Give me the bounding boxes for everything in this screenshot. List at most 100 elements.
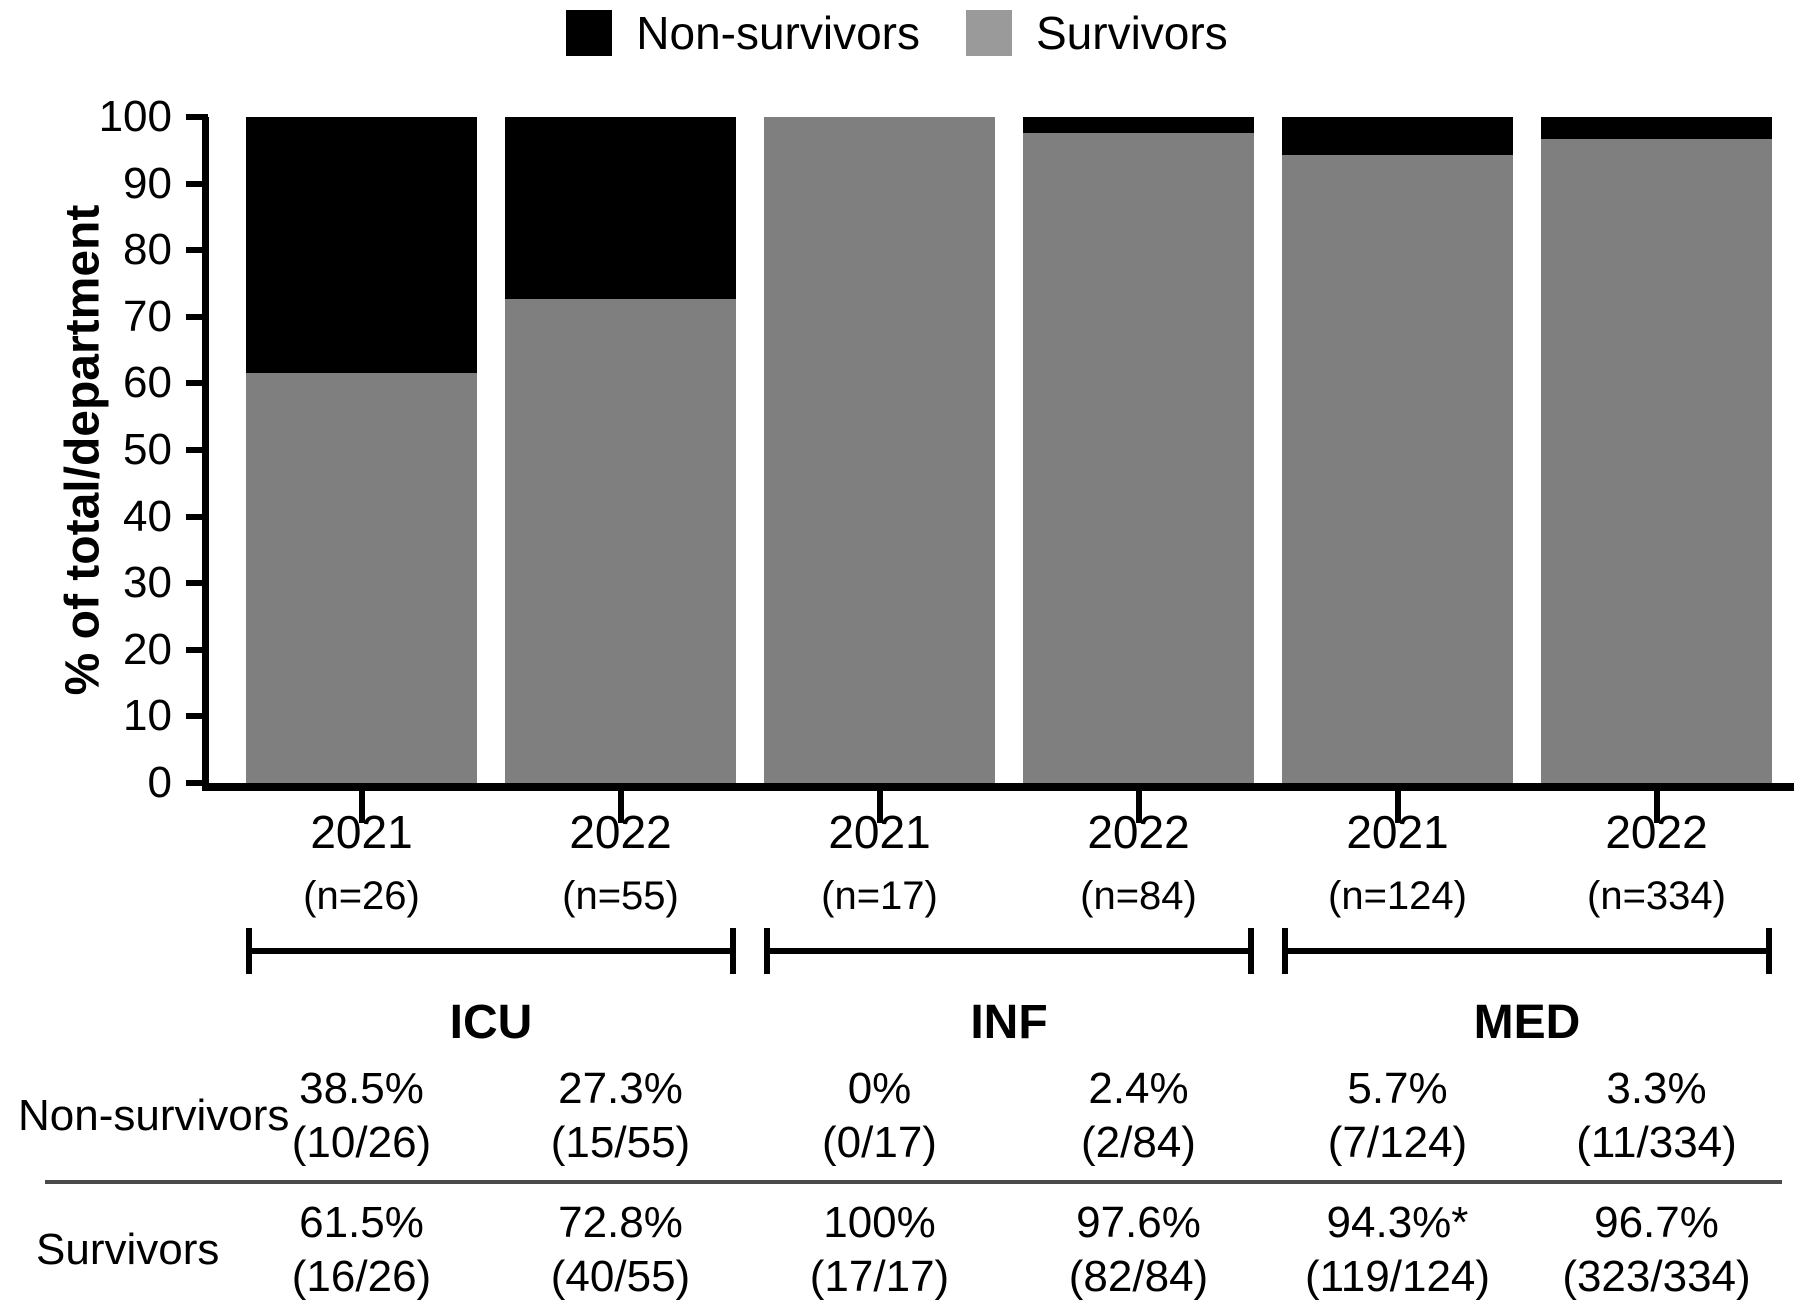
stacked-bar-inf-2021 [764,117,995,783]
table-row-non-survivors-cell-1: 38.5% (10/26) [232,1062,491,1170]
table-cell-percent: 27.3% [558,1064,683,1113]
y-axis-tick [186,580,208,587]
y-axis-ticks: 0 10 20 30 40 50 60 70 80 90 100 [0,95,208,805]
table-row-survivors-cell-6: 96.7% (323/334) [1527,1196,1786,1304]
bracket-cell-med [1268,928,1786,974]
table-cell-percent: 94.3%* [1326,1198,1469,1247]
x-label-year-med-2021: 2021 [1346,806,1449,858]
bar-segment-survivors-icu-2021 [246,373,477,783]
x-label-year-inf-2021: 2021 [828,806,931,858]
department-label-icu: ICU [449,996,533,1049]
table-row-non-survivors-cell-5: 5.7% (7/124) [1268,1062,1527,1170]
bar-slot-inf-2022 [1009,117,1268,823]
y-axis-tick-label: 0 [147,758,172,807]
table-cell-percent: 2.4% [1088,1064,1189,1113]
bar-segment-survivors-icu-2022 [505,298,736,783]
department-label-inf: INF [970,996,1048,1049]
x-axis-line [202,783,1794,791]
table-cell-percent: 0% [847,1064,912,1113]
table-cell-fraction: (16/26) [291,1252,432,1301]
x-axis-tick-med-2022 [1653,791,1660,823]
bar-slot-inf-2021 [750,117,1009,823]
bar-slot-icu-2022 [491,117,750,823]
table-row-label-non-survivors: Non-survivors [18,1091,290,1140]
bar-segment-survivors-med-2022 [1541,138,1772,783]
table-cell-fraction: (82/84) [1068,1252,1209,1301]
x-axis-tick-inf-2022 [1135,791,1142,823]
y-axis-tick-label: 30 [123,558,172,608]
bracket-cell-inf [750,928,1268,974]
group-bracket-inf [764,928,1254,974]
x-label-n-med-2021: (n=124) [1328,874,1467,918]
bar-slot-icu-2021 [232,117,491,823]
y-axis-tick [186,513,208,520]
table-cell-percent: 72.8% [558,1198,683,1247]
table-cell-percent: 3.3% [1606,1064,1707,1113]
y-axis-tick [186,180,208,187]
x-label-med-2022: 2022 (n=334) [1527,806,1786,918]
y-axis-tick-label: 50 [123,425,172,474]
y-axis-tick [186,713,208,720]
y-axis-tick-label: 10 [123,691,172,741]
legend-label-survivors: Survivors [1036,7,1228,59]
table-row-survivors: 61.5% (16/26) 72.8% (40/55) 100% (17/17) 97.6%… [232,1196,1786,1304]
table-cell-fraction: (40/55) [550,1252,691,1301]
stacked-bar-icu-2021 [246,117,477,783]
table-row-non-survivors: 38.5% (10/26) 27.3% (15/55) 0% (0/17) 2.4% (2/8… [232,1062,1786,1170]
table-row-survivors-cell-1: 61.5% (16/26) [232,1196,491,1304]
stacked-bar-med-2022 [1541,117,1772,783]
x-label-inf-2021: 2021 (n=17) [750,806,1009,918]
bar-segment-survivors-med-2021 [1282,154,1513,783]
table-row-survivors-cell-3: 100% (17/17) [750,1196,1009,1304]
bar-segment-non-survivors-med-2021 [1282,117,1513,155]
y-axis-tick [186,313,208,320]
legend-swatch-non-survivors-icon [566,10,613,56]
table-cell-fraction: (119/124) [1304,1252,1491,1301]
y-axis-tick [186,646,208,653]
chart-legend: Non-survivors Survivors [0,8,1794,58]
group-bracket-med [1282,928,1772,974]
y-axis-line [202,117,209,791]
table-cell-percent: 38.5% [299,1064,424,1113]
y-axis-tick [186,780,208,786]
table-cell-fraction: (7/124) [1327,1118,1468,1167]
x-label-year-icu-2022: 2022 [569,806,672,858]
table-row-non-survivors-cell-6: 3.3% (11/334) [1527,1062,1786,1170]
bracket-cell-icu [232,928,750,974]
legend-label-non-survivors: Non-survivors [636,7,920,59]
group-bracket-icu [246,928,736,974]
x-label-year-med-2022: 2022 [1605,806,1708,858]
bar-segment-non-survivors-inf-2022 [1023,117,1254,133]
bar-segment-non-survivors-icu-2022 [505,117,736,299]
table-cell-fraction: (15/55) [550,1118,691,1167]
y-axis-tick [186,447,208,453]
table-row-survivors-cell-5: 94.3%* (119/124) [1268,1196,1527,1304]
bars-area [232,117,1786,823]
x-label-n-inf-2021: (n=17) [821,874,938,918]
x-label-n-icu-2022: (n=55) [562,874,679,918]
y-axis-tick [186,114,208,120]
stacked-bar-inf-2022 [1023,117,1254,783]
stacked-bar-med-2021 [1282,117,1513,783]
y-axis-tick [186,380,208,387]
table-cell-percent: 96.7% [1594,1198,1719,1247]
y-axis-tick-label: 90 [123,158,172,208]
table-cell-fraction: (17/17) [809,1252,950,1301]
x-axis-tick-inf-2021 [876,791,883,823]
table-row-non-survivors-cell-4: 2.4% (2/84) [1009,1062,1268,1170]
y-axis-tick-label: 70 [123,291,172,341]
stacked-bar-icu-2022 [505,117,736,783]
x-label-n-icu-2021: (n=26) [303,874,420,918]
table-row-survivors-cell-2: 72.8% (40/55) [491,1196,750,1304]
table-row-label-survivors: Survivors [36,1225,220,1274]
x-label-year-icu-2021: 2021 [310,806,413,858]
table-cell-percent: 5.7% [1347,1064,1448,1113]
y-axis-tick-label: 80 [123,225,172,275]
x-label-inf-2022: 2022 (n=84) [1009,806,1268,918]
y-axis-tick-label: 40 [123,491,172,541]
x-axis-tick-med-2021 [1394,791,1401,823]
bar-slot-med-2021 [1268,117,1527,823]
y-axis-tick [186,247,208,254]
table-cell-percent: 61.5% [299,1198,424,1247]
